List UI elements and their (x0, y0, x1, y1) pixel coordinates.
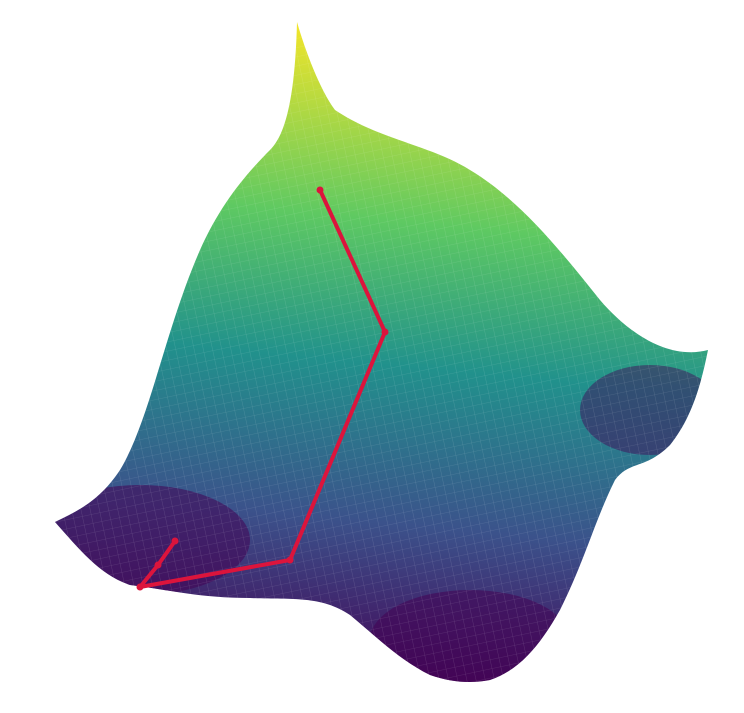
path-point (316, 186, 324, 194)
optimizer-path (136, 186, 389, 591)
path-point (136, 583, 144, 591)
path-point (154, 561, 162, 569)
path-point (381, 328, 389, 336)
path-point (286, 556, 294, 564)
path-line (138, 189, 387, 589)
path-point (171, 537, 179, 545)
